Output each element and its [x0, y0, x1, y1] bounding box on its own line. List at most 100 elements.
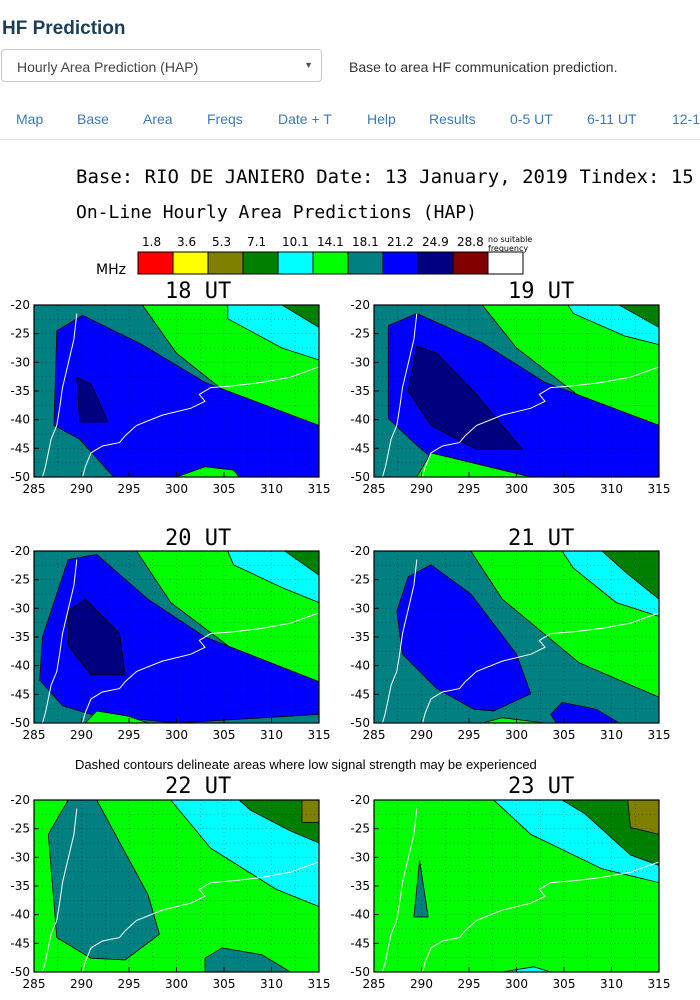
y-tick-label: -20 [350, 793, 370, 807]
x-tick-label: 310 [600, 482, 623, 496]
map-grid [374, 551, 659, 723]
y-tick-label: -40 [350, 908, 370, 922]
y-tick-label: -25 [350, 327, 370, 341]
y-tick-label: -50 [350, 716, 370, 730]
y-tick-label: -20 [10, 793, 30, 807]
x-tick-label: 290 [70, 482, 93, 496]
prediction-subtitle: On-Line Hourly Area Predictions (HAP) [76, 202, 477, 223]
x-tick-label: 305 [213, 728, 236, 742]
contour-region [407, 345, 524, 450]
low-signal-note: Dashed contours delineate areas where lo… [75, 757, 537, 772]
y-tick-label: -50 [10, 965, 30, 979]
nav-results[interactable]: Results [429, 111, 476, 127]
legend-unit-label: MHz [96, 262, 126, 278]
map-panel-21ut: 285 290 295 300 305 310 315 -20 -25 -30 -35 -40 -45 -… [350, 544, 670, 742]
legend-swatch [382, 251, 419, 275]
contour-region [53, 314, 319, 477]
legend-swatch [312, 251, 349, 275]
y-tick-label: -45 [350, 441, 370, 455]
prediction-base-line: Base: RIO DE JANIERO Date: 13 January, 2… [76, 166, 694, 188]
contour-region [482, 717, 546, 723]
x-tick-label: 310 [600, 728, 623, 742]
prediction-type-value: Hourly Area Prediction (HAP) [17, 59, 199, 75]
contour-region [413, 860, 429, 918]
legend-value-label: 1.8 [142, 235, 161, 249]
legend-value-label: 10.1 [282, 235, 309, 249]
nav-results-6-11-ut[interactable]: 6-11 UT [587, 111, 637, 127]
x-tick-label: 315 [648, 728, 671, 742]
legend-swatch [242, 251, 279, 275]
x-tick-label: 285 [23, 728, 46, 742]
x-tick-label: 305 [553, 482, 576, 496]
x-tick-label: 305 [553, 728, 576, 742]
nav-area[interactable]: Area [143, 111, 173, 127]
map-panel-19ut: 285 290 295 300 305 310 315 -20 -25 -30 -35 -40 -45 -… [350, 298, 671, 496]
nav-bar: Map Base Area Freqs Date + T Help Result… [0, 111, 700, 139]
y-tick-label: -40 [10, 659, 30, 673]
y-tick-label: -35 [10, 384, 30, 398]
map-panel-23ut: 285 290 295 300 305 310 315 -20 -25 -30 -35 -40 -45 -… [350, 793, 670, 991]
map-plot-area: 285 290 295 300 305 310 315 -20 -25 -30 -35 -40 -45 -… [10, 544, 330, 742]
x-tick-label: 310 [260, 482, 283, 496]
map-grid [374, 305, 659, 477]
x-tick-label: 305 [213, 482, 236, 496]
y-tick-label: -20 [350, 298, 370, 312]
x-tick-label: 315 [308, 977, 331, 991]
contour-region [601, 551, 659, 600]
nav-base[interactable]: Base [77, 111, 109, 127]
nav-results-12-17-ut[interactable]: 12-1 [672, 111, 700, 127]
x-tick-label: 315 [308, 482, 331, 496]
nav-divider [0, 139, 700, 140]
y-tick-label: -30 [10, 850, 30, 864]
panel-label-18ut: 18 UT [165, 279, 232, 304]
y-tick-label: -20 [10, 298, 30, 312]
contour-region [67, 598, 126, 676]
y-tick-label: -25 [350, 573, 370, 587]
y-tick-label: -25 [10, 573, 30, 587]
x-tick-label: 295 [458, 728, 481, 742]
y-tick-label: -50 [10, 470, 30, 484]
legend-swatch [172, 251, 209, 275]
legend-value-label: 3.6 [177, 235, 196, 249]
prediction-description: Base to area HF communication prediction… [349, 59, 618, 75]
contour-region [550, 701, 620, 723]
contour-region [396, 564, 532, 712]
coastline [82, 366, 319, 477]
contour-region [238, 800, 319, 844]
contour-region [416, 452, 531, 477]
y-tick-label: -20 [10, 544, 30, 558]
map-grid [34, 305, 319, 477]
coastline [382, 808, 418, 972]
y-tick-label: -35 [10, 630, 30, 644]
nav-date-time[interactable]: Date + T [278, 111, 332, 127]
y-tick-label: -35 [350, 630, 370, 644]
map-grid [34, 800, 319, 972]
nav-results-0-5-ut[interactable]: 0-5 UT [510, 111, 553, 127]
coastline [422, 366, 659, 477]
coastline [422, 861, 659, 972]
x-tick-label: 315 [648, 482, 671, 496]
y-tick-label: -50 [350, 470, 370, 484]
y-tick-label: -40 [350, 659, 370, 673]
y-tick-label: -20 [350, 544, 370, 558]
legend-frequency-label: frequency [488, 244, 528, 253]
nav-map[interactable]: Map [16, 111, 44, 127]
panel-label-23ut: 23 UT [508, 774, 575, 799]
x-tick-label: 300 [505, 728, 528, 742]
legend-swatch [417, 251, 454, 275]
x-tick-label: 285 [23, 977, 46, 991]
y-tick-label: -30 [10, 601, 30, 615]
x-tick-label: 300 [505, 482, 528, 496]
prediction-type-select[interactable]: Hourly Area Prediction (HAP) ▼ [1, 49, 322, 82]
nav-help[interactable]: Help [367, 111, 396, 127]
map-plot-area: 285 290 295 300 305 310 315 -20 -25 -30 -35 -40 -45 -… [350, 793, 670, 991]
x-tick-label: 295 [458, 482, 481, 496]
map-panel-20ut: 285 290 295 300 305 310 315 -20 -25 -30 -35 -40 -45 -… [10, 544, 330, 742]
y-tick-label: -45 [10, 441, 30, 455]
y-tick-label: -30 [10, 355, 30, 369]
panel-label-21ut: 21 UT [508, 526, 575, 551]
legend-value-label: 21.2 [387, 235, 414, 249]
nav-freqs[interactable]: Freqs [207, 111, 243, 127]
legend-swatch [277, 251, 314, 275]
map-plot-area: 285 290 295 300 305 310 315 -20 -25 -30 -35 -40 -45 -… [350, 544, 670, 742]
